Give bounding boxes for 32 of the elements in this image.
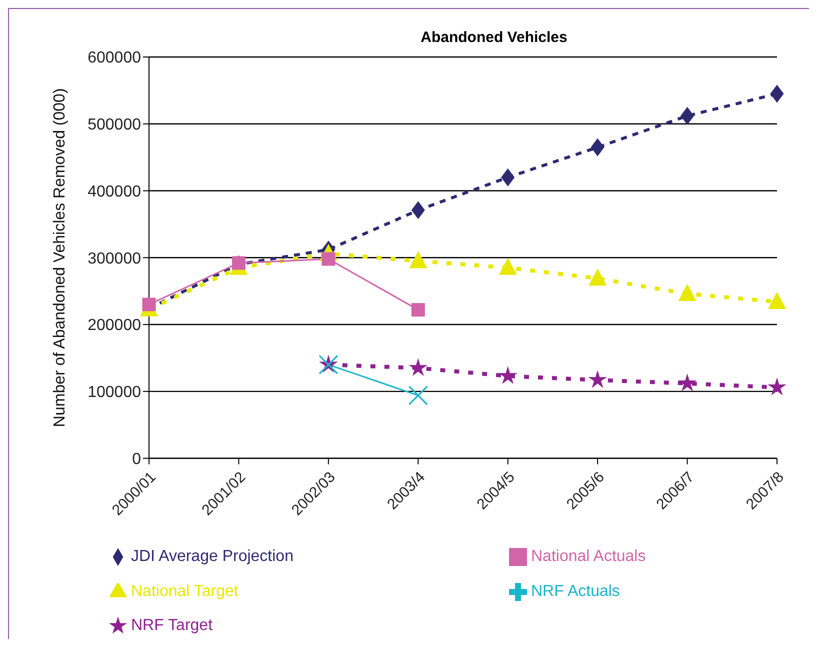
point (770, 84, 784, 103)
chart-title: Abandoned Vehicles (420, 29, 568, 46)
point (678, 284, 696, 301)
point (590, 138, 604, 156)
y-tick-label: 0 (132, 450, 142, 468)
y-tick-label: 500000 (88, 116, 142, 134)
legend-label: National Actuals (531, 548, 646, 566)
point (680, 106, 694, 125)
legend-label: National Target (131, 582, 238, 600)
y-axis-title: Number of Abandoned Vehicles Removed (000) (52, 88, 69, 428)
y-tick-label: 600000 (88, 50, 142, 67)
y-tick-label: 400000 (88, 183, 142, 200)
y-tick-label: 100000 (88, 384, 142, 402)
point (232, 256, 246, 270)
y-tick-label: 300000 (88, 250, 142, 268)
point (408, 358, 428, 376)
legend-label: NRF Target (131, 617, 213, 634)
point (768, 378, 786, 396)
point (411, 201, 425, 220)
y-tick-label: 200000 (88, 317, 142, 334)
point (411, 303, 425, 317)
point (501, 168, 515, 186)
point (768, 292, 786, 309)
point (498, 366, 518, 384)
point (588, 268, 607, 286)
point (498, 258, 517, 275)
point (409, 251, 428, 268)
legend-label: JDI Average Projection (131, 548, 294, 566)
legend-label: NRF Actuals (531, 582, 620, 600)
point (588, 370, 607, 388)
point (142, 298, 156, 312)
point (678, 373, 697, 392)
